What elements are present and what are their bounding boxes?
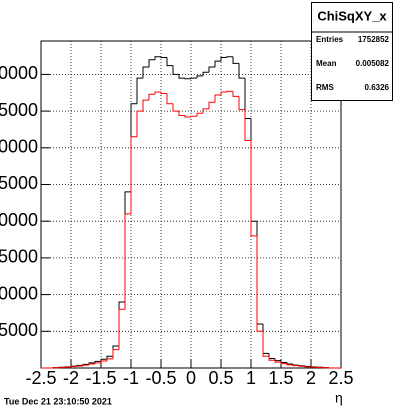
stats-box: ChiSqXY_x Entries 1752852 Mean 0.005082 RMS 0… (311, 2, 393, 101)
x-tick-label: 2.5 (328, 368, 353, 388)
histogram-bin (262, 331, 269, 357)
histogram-bin (130, 136, 137, 214)
histogram-bin (106, 355, 113, 360)
histogram-bin (136, 110, 143, 137)
y-tick-label: 5000 (0, 320, 38, 340)
stats-label: Entries (316, 35, 344, 44)
x-tick-label: 0.5 (208, 368, 233, 388)
histogram-bin (184, 115, 191, 118)
x-tick-label: 1 (246, 368, 256, 388)
histogram-bin (202, 108, 209, 114)
histogram-bin (250, 140, 257, 237)
stats-title: ChiSqXY_x (317, 8, 387, 23)
plot-frame (40, 40, 342, 369)
histogram-bin (214, 94, 221, 103)
histogram-bin (268, 356, 275, 361)
x-tick-label: -1.5 (85, 368, 116, 388)
y-tick-label: 35000 (0, 100, 38, 120)
x-tick-label: 0 (186, 368, 196, 388)
histogram-bin (94, 362, 101, 364)
histogram-bin (208, 66, 215, 73)
histogram-bin (148, 93, 155, 101)
x-axis-label: η (335, 390, 343, 406)
histogram-bin (238, 63, 245, 79)
histogram-bin (142, 66, 149, 79)
histogram-bin (226, 56, 233, 58)
histogram-bin (298, 365, 305, 367)
histogram-bin (214, 60, 221, 68)
histogram-bin (172, 103, 179, 112)
histogram-bin (232, 56, 239, 64)
histogram-bin (106, 358, 113, 362)
x-tick-label: 2 (306, 368, 316, 388)
histogram-bin (166, 93, 173, 105)
histogram-bin (196, 112, 203, 117)
histogram-bin (160, 92, 167, 94)
histogram-bin (178, 74, 185, 79)
histogram-bin (154, 91, 161, 95)
y-tick-label: 25000 (0, 173, 38, 193)
histogram-bin (280, 362, 287, 365)
histogram-bin (136, 77, 143, 104)
y-tick-label: 20000 (0, 210, 38, 230)
histogram-bin (148, 59, 155, 68)
histogram-bin (196, 75, 203, 79)
stats-label: RMS (316, 83, 334, 92)
histogram-bin (190, 115, 197, 117)
histogram-bin (292, 364, 299, 367)
x-tick-label: -2.5 (25, 368, 56, 388)
histogram-bin (244, 109, 251, 141)
histogram-bin (304, 366, 311, 368)
y-tick-label: 15000 (0, 247, 38, 267)
histogram-bin (208, 101, 215, 109)
histogram-bin (70, 366, 77, 368)
histogram-bin (178, 111, 185, 117)
histogram-bin (232, 91, 239, 97)
histogram-bin (142, 99, 149, 112)
histogram-bin (286, 363, 293, 366)
histogram-bin (76, 365, 83, 367)
x-tick-label: -1 (123, 368, 139, 388)
y-tick-label: 30000 (0, 137, 38, 157)
histogram-bin (112, 349, 119, 359)
histogram-bin (88, 363, 95, 366)
histogram-bin (256, 235, 263, 332)
histogram-bin (202, 71, 209, 76)
histogram-bin (190, 77, 197, 79)
histogram-bin (238, 96, 245, 111)
histogram-bin (118, 308, 125, 350)
histogram-bin (166, 57, 173, 67)
stats-label: Mean (316, 59, 337, 68)
histogram-bin (100, 360, 107, 363)
x-tick-label: 1.5 (268, 368, 293, 388)
stats-frame (311, 2, 393, 101)
y-tick-label: 10000 (0, 283, 38, 303)
histogram-bin (124, 213, 131, 310)
histogram-bin (82, 364, 89, 366)
histogram-bin (184, 78, 191, 80)
histogram-bin (226, 90, 233, 93)
histogram-bin (154, 56, 161, 60)
y-tick-label: 40000 (0, 63, 38, 83)
stats-value: 0.005082 (356, 59, 390, 68)
stats-value: 1752852 (358, 35, 390, 44)
x-tick-label: -2 (63, 368, 79, 388)
stats-value: 0.6326 (365, 83, 390, 92)
histogram-bin (274, 360, 281, 363)
histogram-bin (160, 56, 167, 59)
histogram-bin (172, 65, 179, 75)
x-tick-label: -0.5 (145, 368, 176, 388)
histogram-bin (220, 57, 227, 62)
histogram-bin (220, 91, 227, 95)
footer-date: Tue Dec 21 23:10:50 2021 (4, 396, 112, 406)
